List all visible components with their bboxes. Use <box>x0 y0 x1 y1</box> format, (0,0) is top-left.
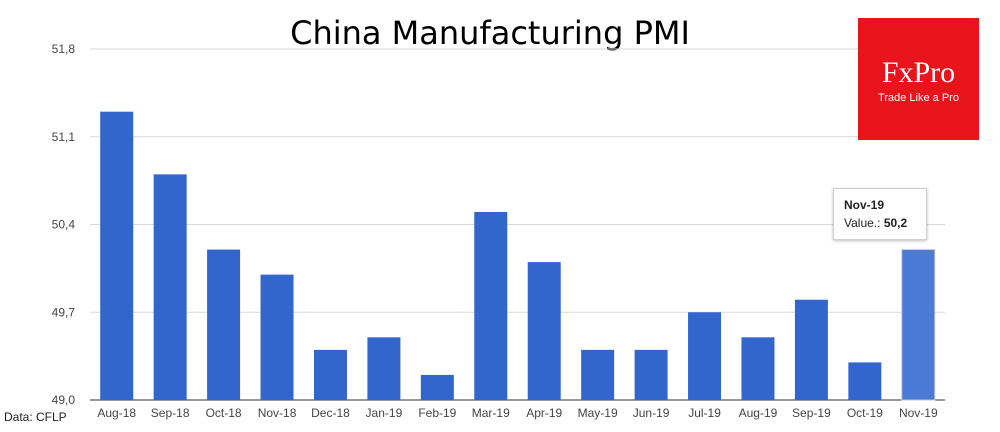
logo-name: FxPro <box>881 56 956 89</box>
bar-mar-19[interactable] <box>474 211 508 400</box>
source-note: Data: CFLP <box>4 410 67 424</box>
y-axis-ticks: 49,0 49,7 50,4 51,1 51,8 <box>52 42 76 407</box>
bar-jul-19[interactable] <box>688 312 722 400</box>
bar-may-19[interactable] <box>581 349 615 400</box>
tooltip-value: 50,2 <box>883 216 908 230</box>
bar-feb-19[interactable] <box>420 374 454 400</box>
y-tick-label: 50,4 <box>52 218 76 232</box>
chart-title: China Manufacturing PMI <box>290 14 690 52</box>
bar-oct-18[interactable] <box>207 249 241 400</box>
bar-dec-18[interactable] <box>313 349 347 400</box>
x-tick-label: Aug-19 <box>739 406 778 420</box>
tooltip-title: Nov-19 <box>844 198 885 212</box>
x-tick-label: May-19 <box>578 406 618 420</box>
x-tick-label: Nov-19 <box>899 406 938 420</box>
bar-jan-19[interactable] <box>367 337 401 400</box>
bar-aug-18[interactable] <box>100 111 134 400</box>
y-tick-label: 51,8 <box>52 42 76 56</box>
y-tick-label: 49,7 <box>52 305 76 319</box>
x-tick-label: Aug-18 <box>97 406 136 420</box>
x-tick-label: Jun-19 <box>633 406 670 420</box>
y-tick-label: 49,0 <box>52 393 76 407</box>
x-tick-label: Apr-19 <box>526 406 562 420</box>
bar-sep-18[interactable] <box>153 174 187 400</box>
x-tick-label: Nov-18 <box>258 406 297 420</box>
bar-sep-19[interactable] <box>794 299 828 400</box>
bar-jun-19[interactable] <box>634 349 668 400</box>
bar-oct-19[interactable] <box>848 362 882 400</box>
x-tick-label: Dec-18 <box>311 406 350 420</box>
logo-tagline: Trade Like a Pro <box>878 92 959 104</box>
bar-nov-19[interactable] <box>901 249 936 401</box>
tooltip-label: Value.: <box>844 216 881 230</box>
x-tick-label: Jan-19 <box>366 406 403 420</box>
fxpro-logo[interactable]: FxPro Trade Like a Pro <box>858 18 979 140</box>
y-tick-label: 51,1 <box>52 130 76 144</box>
x-tick-label: Feb-19 <box>418 406 456 420</box>
bar-apr-19[interactable] <box>527 262 561 400</box>
x-tick-label: Oct-18 <box>206 406 242 420</box>
x-tick-label: Sep-18 <box>151 406 190 420</box>
tooltip: Nov-19 Value.: 50,2 <box>833 188 927 240</box>
tooltip-row: Value.: 50,2 <box>844 216 907 230</box>
x-tick-label: Mar-19 <box>472 406 510 420</box>
bars <box>100 111 936 401</box>
x-tick-label: Oct-19 <box>847 406 883 420</box>
x-tick-label: Sep-19 <box>792 406 831 420</box>
x-axis-ticks: Aug-18 Sep-18 Oct-18 Nov-18 Dec-18 Jan-19 Feb-… <box>97 406 938 420</box>
bar-aug-19[interactable] <box>741 337 775 400</box>
bar-nov-18[interactable] <box>260 274 294 400</box>
x-tick-label: Jul-19 <box>688 406 721 420</box>
